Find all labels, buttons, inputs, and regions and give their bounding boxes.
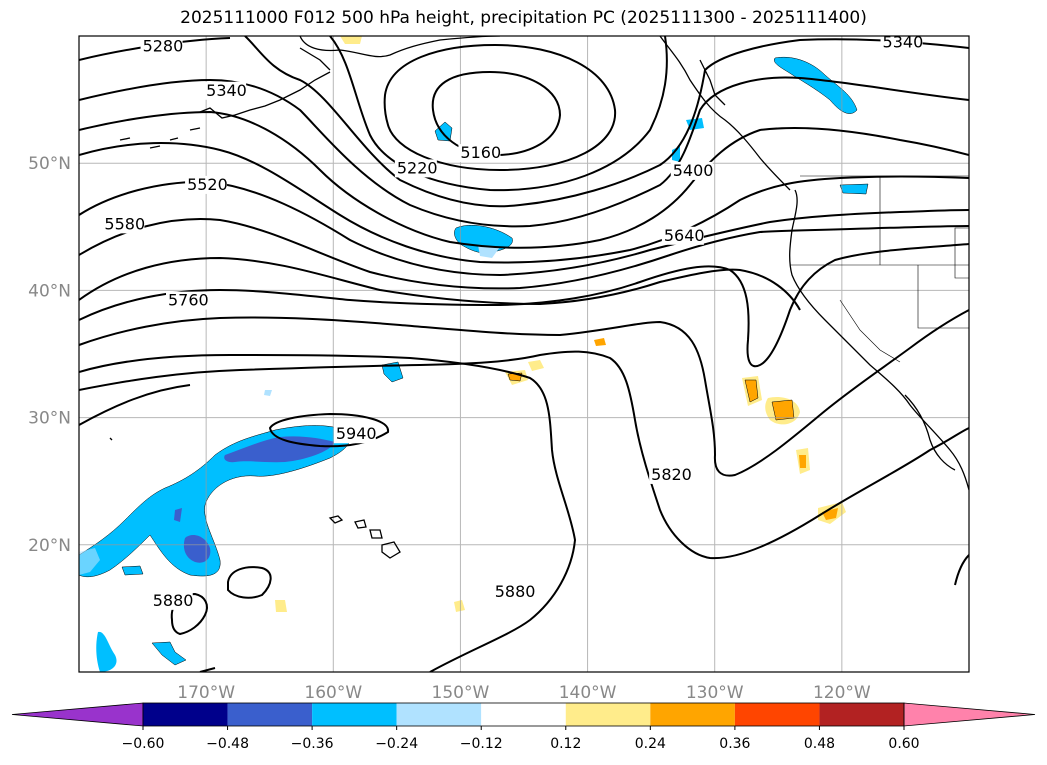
contour-label-bg bbox=[150, 591, 193, 610]
colorbar-segment bbox=[396, 703, 482, 726]
contour-label-bg bbox=[102, 215, 145, 234]
colorbar-segment bbox=[734, 703, 820, 726]
gridlines bbox=[79, 36, 969, 672]
colorbar-segment bbox=[481, 703, 566, 726]
contour-label: 5160 bbox=[460, 143, 501, 162]
latitude-label: 40°N bbox=[28, 281, 71, 301]
contour-label: 5760 bbox=[168, 291, 209, 310]
longitude-label: 150°W bbox=[432, 683, 490, 703]
colorbar-tick-label: −0.36 bbox=[291, 736, 334, 752]
contour-label-bg bbox=[880, 36, 923, 52]
colorbar-tick-label: −0.24 bbox=[375, 736, 418, 752]
contour-label: 5880 bbox=[495, 582, 536, 601]
contour-label-bg bbox=[670, 161, 713, 180]
colorbar-segment bbox=[143, 703, 228, 726]
colorbar-extend-min bbox=[11, 702, 144, 727]
colorbar-tick-label: −0.60 bbox=[122, 736, 165, 752]
contour-label: 5400 bbox=[673, 161, 714, 180]
contour-label-bg bbox=[20, 307, 62, 325]
latitude-label: 30°N bbox=[28, 409, 71, 429]
colorbar: −0.60 −0.48 −0.36 −0.24 −0.12 0.12 0.24 0.36 0.4… bbox=[11, 702, 1036, 752]
contour-label: 5520 bbox=[187, 175, 228, 194]
latitude-label: 20°N bbox=[28, 536, 71, 556]
longitude-label: 140°W bbox=[559, 683, 617, 703]
contour-label-bg bbox=[649, 465, 692, 484]
contour-label-bg bbox=[394, 159, 437, 178]
contour-label: 5940 bbox=[336, 424, 377, 443]
contour-label-bg bbox=[458, 144, 501, 163]
contour-label: 5280 bbox=[143, 36, 184, 55]
colorbar-tick-label: −0.12 bbox=[460, 736, 503, 752]
contour-label-bg bbox=[661, 226, 704, 245]
contour-label-bg bbox=[333, 425, 376, 444]
contour-label-bg bbox=[185, 175, 228, 194]
map-background bbox=[79, 36, 969, 672]
map-title: 2025111000 F012 500 hPa height, precipit… bbox=[180, 8, 867, 28]
colorbar-extend-max bbox=[903, 702, 1036, 727]
latitude-label: 50°N bbox=[28, 154, 71, 174]
colorbar-segment bbox=[227, 703, 313, 726]
colorbar-outline bbox=[142, 702, 905, 727]
contour-label: 5340 bbox=[206, 81, 247, 100]
contour-label-bg bbox=[492, 582, 535, 601]
contour-label: 5220 bbox=[397, 158, 438, 177]
colorbar-segment bbox=[819, 703, 904, 726]
colorbar-tick-label: 0.60 bbox=[888, 736, 919, 752]
contour-labels: 5280 5340 5160 5220 5400 5520 5580 5640 5760 5700… bbox=[20, 32, 924, 610]
colorbar-tick-label: 0.48 bbox=[804, 736, 835, 752]
colorbar-tick-label: 0.36 bbox=[719, 736, 750, 752]
latitude-labels: 50°N 40°N 30°N 20°N bbox=[28, 154, 71, 556]
longitude-label: 120°W bbox=[813, 683, 871, 703]
contour-label: 5640 bbox=[664, 226, 705, 245]
longitude-label: 170°W bbox=[177, 683, 235, 703]
contour-label-bg bbox=[204, 81, 247, 100]
longitude-label: 130°W bbox=[686, 683, 744, 703]
longitude-labels: 170°W 160°W 150°W 140°W 130°W 120°W bbox=[177, 683, 871, 703]
contour-label: 5880 bbox=[153, 591, 194, 610]
colorbar-segment bbox=[565, 703, 651, 726]
contour-label-bg bbox=[140, 37, 183, 56]
colorbar-tick-label: 0.12 bbox=[550, 736, 581, 752]
contour-label: 5820 bbox=[651, 465, 692, 484]
contour-label: 5340 bbox=[883, 32, 924, 51]
map-frame bbox=[78, 35, 970, 673]
contour-label-bg bbox=[166, 291, 208, 310]
longitude-label: 160°W bbox=[304, 683, 362, 703]
colorbar-segment bbox=[312, 703, 397, 726]
colorbar-segment bbox=[650, 703, 735, 726]
contour-label: 5700 bbox=[22, 306, 63, 325]
contour-label: 5580 bbox=[104, 214, 145, 233]
colorbar-tick-label: 0.24 bbox=[635, 736, 666, 752]
colorbar-tick-label: −0.48 bbox=[206, 736, 249, 752]
